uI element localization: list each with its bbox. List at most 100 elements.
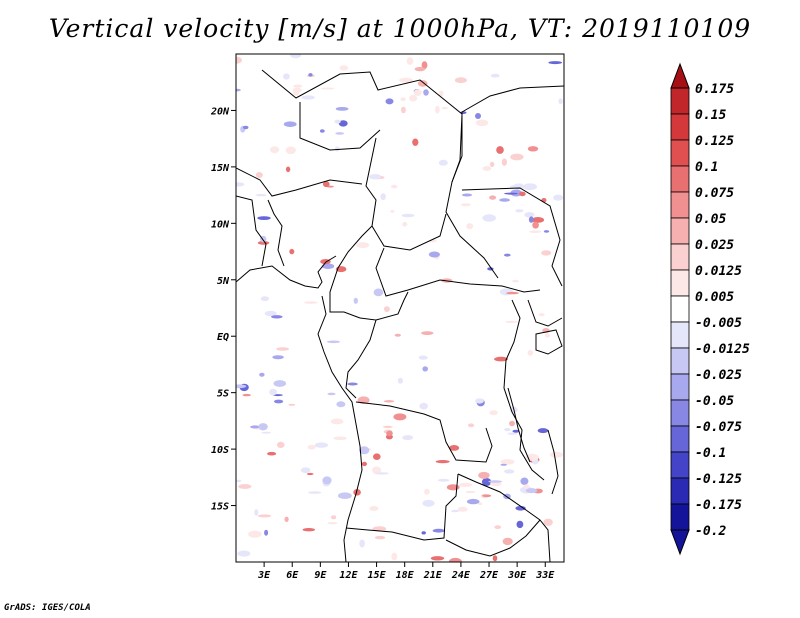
field-cell [402, 435, 414, 441]
lat-tick-label: 10S [211, 445, 229, 456]
field-cell [421, 331, 434, 335]
field-cell [520, 477, 529, 485]
field-cell [494, 525, 502, 529]
field-cell [399, 77, 413, 83]
field-cell [524, 212, 535, 218]
field-cell [293, 84, 303, 88]
field-cell [507, 432, 518, 435]
field-cell [336, 401, 346, 408]
colorbar-label: 0.075 [695, 186, 734, 201]
colorbar-label: 0.05 [695, 212, 726, 227]
field-cell [527, 146, 539, 152]
lat-tick-label: 5N [217, 276, 230, 287]
colorbar-segment [670, 425, 690, 453]
lake-malawi [547, 429, 559, 495]
border-west-1 [236, 195, 267, 267]
field-cell [257, 514, 272, 518]
field-cell [489, 161, 495, 167]
coastline-gabon-angola [317, 295, 363, 562]
field-cell [441, 106, 448, 110]
field-cell [338, 120, 348, 127]
field-cell [481, 478, 492, 486]
field-cell [437, 478, 450, 482]
country-borders [236, 69, 564, 562]
lat-tick-label: 5S [217, 389, 229, 400]
lat-tick-label: 15S [211, 502, 229, 513]
colorbar-segment [670, 269, 690, 297]
field-cell [242, 393, 251, 397]
field-cell [300, 467, 311, 474]
field-cell [383, 306, 390, 312]
field-cell [421, 61, 428, 69]
field-cell [544, 333, 551, 338]
field-cell [548, 61, 562, 65]
colorbar-label: -0.0125 [695, 342, 750, 357]
field-cell [489, 195, 497, 200]
field-cell [430, 556, 445, 561]
field-cell [335, 107, 349, 111]
field-cell [267, 451, 277, 456]
field-cell [451, 509, 460, 513]
field-cell [259, 372, 265, 377]
field-cell [488, 480, 503, 483]
colorbar-label: 0.15 [695, 108, 726, 123]
field-cell [338, 492, 352, 500]
colorbar-segment [670, 113, 690, 141]
field-cell [236, 182, 245, 187]
map-frame [235, 53, 565, 563]
field-cell [258, 423, 268, 431]
field-cell [308, 73, 313, 77]
field-cell [509, 420, 515, 427]
border-west-2 [267, 199, 285, 267]
border-east [461, 187, 563, 287]
field-cell [475, 398, 484, 404]
velocity-field [236, 54, 564, 562]
field-cell [424, 488, 430, 495]
field-cell [257, 216, 271, 221]
colorbar-segment [670, 451, 690, 479]
colorbar-label: 0.125 [695, 134, 734, 149]
field-cell [356, 242, 370, 249]
lon-tick-label: 9E [314, 570, 327, 581]
field-cell [283, 73, 290, 80]
border-zambia-2 [445, 519, 541, 557]
field-cell [386, 430, 393, 437]
field-cell [515, 209, 524, 213]
field-cell [288, 403, 296, 406]
field-cell [543, 518, 553, 526]
field-cell [276, 347, 289, 351]
colorbar-label: 0.175 [695, 82, 734, 97]
border-congo [345, 317, 377, 399]
field-cell [400, 97, 406, 102]
field-cell [446, 484, 460, 491]
field-cell [307, 444, 316, 450]
colorbar-segment [670, 347, 690, 375]
field-cell [331, 515, 337, 520]
field-cell [460, 203, 471, 207]
field-cell [419, 402, 429, 410]
field-cell [528, 216, 534, 223]
field-cell [369, 506, 379, 511]
field-cell [500, 463, 508, 466]
field-cell [236, 56, 242, 64]
field-cell [501, 158, 507, 166]
field-cell [397, 377, 403, 384]
colorbar-label: -0.1 [695, 446, 726, 461]
border-niger-nigeria [236, 167, 363, 197]
field-cell [283, 121, 297, 127]
field-cell [558, 98, 563, 105]
field-cell [512, 279, 519, 283]
lon-tick-label: 12E [339, 570, 358, 581]
field-cell [406, 57, 414, 65]
lat-tick-label: 20N [210, 106, 230, 117]
grads-credit: GrADS: IGES/COLA [4, 603, 91, 613]
colorbar-segment [670, 477, 690, 505]
field-cell [525, 488, 538, 494]
field-cell [538, 313, 545, 317]
field-cell [272, 355, 284, 360]
colorbar-label: -0.125 [695, 472, 742, 487]
field-cell [273, 380, 287, 387]
field-cell [465, 490, 476, 494]
field-cell [438, 159, 448, 166]
field-cell [432, 528, 445, 533]
